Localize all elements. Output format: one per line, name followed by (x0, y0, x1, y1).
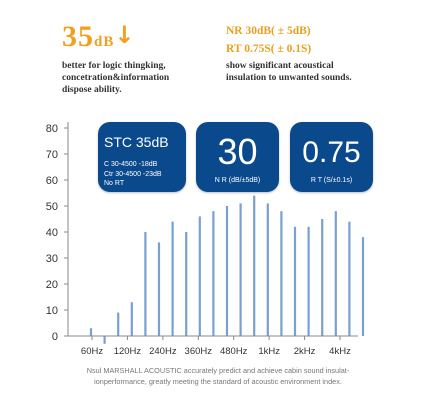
stc-card-title: STC 35dB (104, 134, 169, 150)
nr-spec: NR 30dB( ± 5dB) (226, 25, 311, 37)
stc-description-line: concetration&information (62, 73, 170, 83)
nr-rt-spec: NR 30dB( ± 5dB) RT 0.75S( ± 0.1S) (226, 22, 311, 58)
frequency-bar (157, 242, 161, 336)
x-tick-label: 1kHz (258, 346, 280, 357)
frequency-bar (117, 312, 120, 336)
frequency-bar (144, 232, 147, 336)
frequency-bar (280, 211, 283, 336)
frequency-bar (198, 216, 201, 336)
nr-card: 30 N R (dB/±5dB) (196, 122, 279, 192)
stc-card-row: C 30-4500 -18dB (104, 161, 158, 168)
stc-card-row: Ctr 30-4500 -23dB (104, 170, 162, 178)
x-tick-label: 480Hz (220, 346, 248, 357)
frequency-bar (361, 237, 365, 336)
y-tick-label: 70 (46, 149, 58, 161)
y-tick-label: 80 (46, 123, 58, 135)
y-axis: 0 10 20 30 40 50 60 70 80 (46, 122, 69, 343)
y-tick-label: 40 (46, 227, 58, 239)
y-tick-label: 60 (46, 175, 58, 187)
insulation-description-line: show significant acoustical (226, 61, 334, 71)
bars (89, 195, 365, 344)
frequency-bar (89, 328, 93, 336)
frequency-bar (225, 206, 229, 336)
y-tick-label: 50 (46, 201, 58, 213)
x-tick-label: 360Hz (185, 346, 213, 357)
caption-line: ionperformance, greatly meeting the stan… (94, 377, 342, 386)
frequency-bar (307, 226, 310, 336)
rt-card-label: R T (S/±0.1s) (310, 177, 353, 184)
frequency-bar (239, 203, 242, 336)
down-arrow-icon: ↓ (114, 21, 136, 49)
stc-card: STC 35dB C 30-4500 -18dB Ctr 30-4500 -23… (98, 122, 186, 192)
frequency-bar (212, 211, 215, 336)
x-tick-label: 4kHz (329, 346, 351, 357)
frequency-bar (348, 221, 351, 336)
insulation-description-line: insulation to unwanted sounds. (226, 73, 352, 83)
frequency-bar (293, 226, 297, 336)
rt-spec: RT 0.75S( ± 0.1S) (226, 43, 312, 55)
nr-card-label: N R (dB/±5dB) (214, 177, 261, 184)
x-tick-label: 240Hz (149, 346, 177, 357)
rt-card-value: 0.75 (302, 136, 361, 169)
caption-line: Nsul MARSHALL ACOUSTIC accurately predic… (86, 366, 350, 375)
x-axis: 60Hz 120Hz 240Hz 360Hz 480Hz 1kHz 2kHz 4kHz (68, 335, 358, 357)
rt-card: 0.75 R T (S/±0.1s) (290, 122, 373, 192)
frequency-bar (321, 219, 324, 336)
stc-unit: dB (94, 34, 115, 50)
frequency-bar (171, 221, 174, 336)
stc-description: better for logic thingking, concetration… (62, 60, 169, 96)
frequency-bar (185, 232, 188, 336)
y-tick-label: 20 (46, 279, 58, 291)
stc-description-line: dispose ability. (62, 85, 122, 95)
frequency-bar (103, 336, 106, 344)
stc-card-row: No RT (104, 180, 125, 187)
insulation-description: show significant acoustical insulation t… (226, 60, 352, 84)
stc-value: 35 (62, 20, 94, 53)
x-tick-label: 2kHz (294, 346, 316, 357)
x-tick-label: 120Hz (114, 346, 142, 357)
x-tick-label: 60Hz (81, 346, 103, 357)
frequency-bar (266, 203, 269, 336)
stc-description-line: better for logic thingking, (62, 61, 166, 71)
footer-caption: Nsul MARSHALL ACOUSTIC accurately predic… (0, 365, 436, 387)
frequency-bar (253, 195, 256, 336)
stc-rating-headline: 35dB↓ (62, 18, 135, 59)
frequency-bar (130, 302, 133, 336)
y-tick-label: 0 (52, 331, 58, 343)
frequency-bar (334, 211, 337, 336)
y-tick-label: 10 (46, 305, 58, 317)
stc-card-details: C 30-4500 -18dB Ctr 30-4500 -23dB No RT (104, 160, 162, 189)
y-tick-label: 30 (46, 253, 58, 265)
nr-card-value: 30 (217, 131, 258, 172)
